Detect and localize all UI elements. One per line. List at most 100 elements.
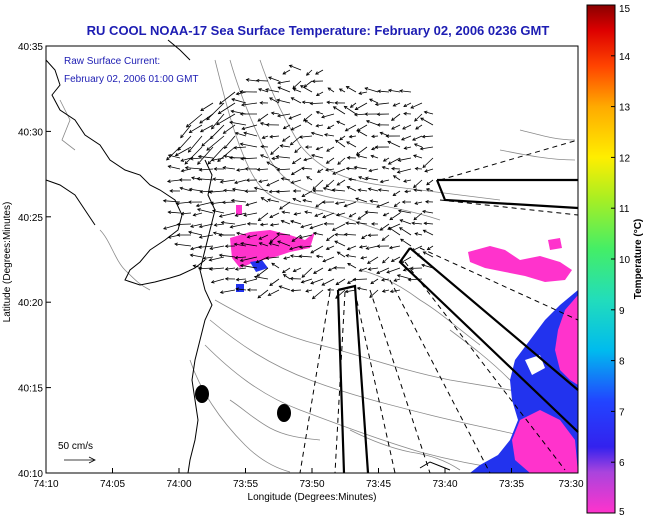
current-vector (321, 278, 335, 286)
current-vector (240, 143, 258, 148)
current-vector (243, 212, 258, 216)
current-vector (393, 102, 401, 107)
figure-title: RU COOL NOAA-17 Sea Surface Temperature:… (87, 23, 550, 38)
current-vector-head (349, 104, 354, 108)
current-vector-head (162, 199, 167, 203)
current-vector-head (390, 258, 395, 262)
current-vector (261, 146, 269, 148)
current-vector (349, 135, 357, 138)
current-vector-head (243, 280, 247, 284)
current-vector-head (336, 182, 341, 186)
current-vector-head (200, 107, 204, 112)
current-vector-head (174, 242, 178, 247)
current-vector-head (326, 237, 330, 242)
current-vector (347, 245, 357, 250)
current-vector (332, 168, 346, 175)
current-vector-head (280, 219, 285, 224)
current-vector (245, 201, 258, 206)
current-vector (223, 124, 236, 134)
current-vector-head (245, 178, 250, 182)
current-vector (344, 201, 357, 207)
current-vector-head (289, 246, 293, 251)
current-vector-head (298, 235, 303, 240)
current-vector (347, 186, 357, 192)
current-vector-head (223, 145, 228, 149)
buoy-marker-east (277, 404, 291, 422)
current-vector-head (344, 128, 349, 132)
current-vector (420, 146, 434, 150)
current-vector (356, 124, 368, 132)
current-vector (257, 289, 269, 299)
current-vector (241, 157, 258, 160)
y-axis-ticks: 40:35 40:30 40:25 40:20 40:15 40:10 (18, 42, 51, 480)
x-tick-label: 74:05 (100, 479, 125, 490)
current-vector (232, 188, 247, 192)
current-vector (383, 157, 390, 162)
current-vector-head (325, 246, 330, 250)
current-vector (366, 245, 379, 250)
current-vector (401, 135, 412, 141)
colorbar-tick-label: 10 (619, 255, 631, 266)
current-vector (312, 289, 324, 300)
current-vector (426, 188, 434, 192)
current-vector-head (244, 189, 249, 193)
current-vector-head (211, 209, 216, 213)
current-vector-head (269, 239, 274, 243)
current-vector-head (397, 209, 402, 213)
current-vector-head (198, 266, 202, 271)
current-vector (356, 146, 368, 156)
current-vector (393, 175, 401, 181)
current-vector-head (414, 118, 418, 122)
current-vector-head (224, 277, 229, 281)
current-vector-head (414, 232, 419, 236)
current-vector (292, 198, 302, 203)
current-vector (422, 210, 434, 214)
current-vector (316, 91, 324, 96)
current-vector (397, 168, 412, 173)
current-vector-head (299, 245, 303, 250)
current-vector (257, 168, 269, 171)
current-vector-head (300, 166, 305, 171)
current-vector-head (197, 245, 202, 249)
current-vector (197, 178, 214, 181)
current-vector (370, 200, 379, 203)
current-vector (266, 161, 280, 170)
colorbar-tick-label: 7 (619, 407, 625, 418)
current-vector-head (246, 222, 251, 226)
current-vector-head (325, 168, 329, 172)
current-vector (355, 198, 368, 203)
current-vector (302, 101, 313, 104)
current-vector-head (222, 166, 227, 170)
current-vector (332, 223, 346, 231)
current-vector (414, 201, 423, 205)
current-vector-head (180, 158, 185, 162)
current-vector-head (403, 103, 407, 108)
current-vector-head (223, 154, 228, 158)
current-vector (236, 91, 247, 95)
y-tick-label: 40:20 (18, 298, 43, 309)
current-vector-head (425, 188, 430, 192)
current-vector-head (208, 258, 213, 262)
current-vector-head (358, 268, 363, 272)
current-vector-head (271, 262, 275, 267)
current-vector (181, 212, 192, 215)
current-vector-head (346, 186, 351, 190)
current-vector-head (184, 161, 189, 165)
current-vector (234, 179, 247, 184)
current-vector-head (379, 131, 384, 136)
current-vector-head (224, 267, 229, 271)
current-vector-head (279, 144, 284, 148)
current-vector (254, 276, 269, 280)
current-vector-head (234, 267, 239, 271)
x-axis-ticks: 74:10 74:05 74:00 73:55 73:50 73:45 73:40 73:35… (33, 468, 584, 490)
current-vector (382, 256, 390, 264)
current-vector (219, 91, 236, 105)
current-vector (344, 105, 357, 115)
current-vector-head (293, 212, 298, 216)
current-vector (235, 212, 247, 217)
current-vector-head (261, 135, 266, 139)
current-vector (316, 146, 324, 150)
current-vector-head (415, 126, 419, 130)
current-vector (335, 234, 346, 236)
current-vector-head (413, 143, 418, 147)
